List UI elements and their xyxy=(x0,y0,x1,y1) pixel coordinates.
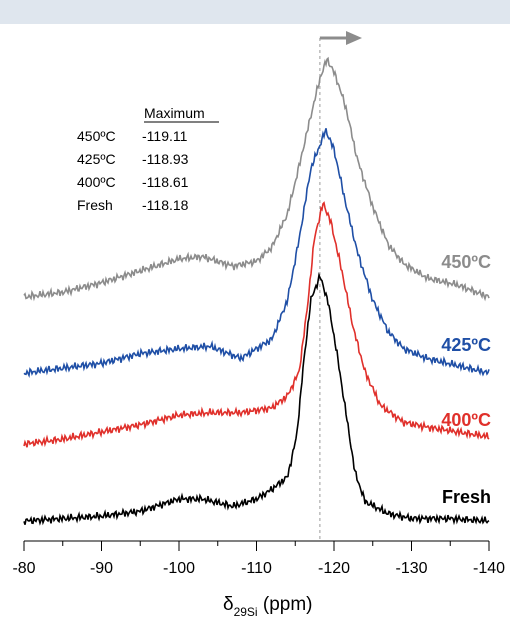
legend-row-label-3: Fresh xyxy=(77,197,113,213)
legend-row-label-1: 425ºC xyxy=(77,151,116,167)
x-axis-label-text: δ29Si (ppm) xyxy=(223,594,313,619)
shift-arrow-head xyxy=(346,31,362,45)
legend-row-label-0: 450ºC xyxy=(77,128,116,144)
legend-row-label-2: 400ºC xyxy=(77,174,116,190)
reference-line-group xyxy=(319,31,362,541)
x-axis-label-unit: (ppm) xyxy=(258,594,313,615)
legend-row-value-3: -118.18 xyxy=(142,197,189,213)
x-tick-label-2: -100 xyxy=(163,560,195,577)
x-tick-label-5: -130 xyxy=(395,560,427,577)
x-tick-label-4: -120 xyxy=(318,560,350,577)
series-label-3: Fresh xyxy=(442,487,491,507)
x-tick-label-1: -90 xyxy=(90,560,113,577)
x-axis-label-symbol: δ xyxy=(223,594,234,615)
top-strip xyxy=(0,0,510,24)
maximum-legend: Maximum 450ºC -119.11 425ºC -118.93 400ºC -11… xyxy=(77,105,219,213)
x-axis: -80 -90 -100 -110 -120 -130 -140 xyxy=(12,540,505,577)
legend-header: Maximum xyxy=(144,105,205,121)
series-line-1 xyxy=(23,128,490,378)
legend-row-value-2: -118.61 xyxy=(142,174,189,190)
series-label-2: 400ºC xyxy=(441,410,491,430)
x-axis-label-subscript: 29Si xyxy=(234,605,258,619)
legend-row-value-1: -118.93 xyxy=(142,151,189,167)
series-label-0: 450ºC xyxy=(441,252,491,272)
x-tick-label-6: -140 xyxy=(473,560,505,577)
x-tick-label-3: -110 xyxy=(241,560,272,577)
x-axis-label: δ29Si (ppm) xyxy=(223,594,313,619)
series-group: 450ºC 425ºC 400ºC Fresh xyxy=(23,56,491,526)
series-line-3 xyxy=(23,272,490,526)
series-line-2 xyxy=(23,201,490,448)
legend-row-value-0: -119.11 xyxy=(142,128,188,144)
x-tick-label-0: -80 xyxy=(12,560,35,577)
series-line-0 xyxy=(23,56,490,302)
series-label-1: 425ºC xyxy=(441,335,491,355)
